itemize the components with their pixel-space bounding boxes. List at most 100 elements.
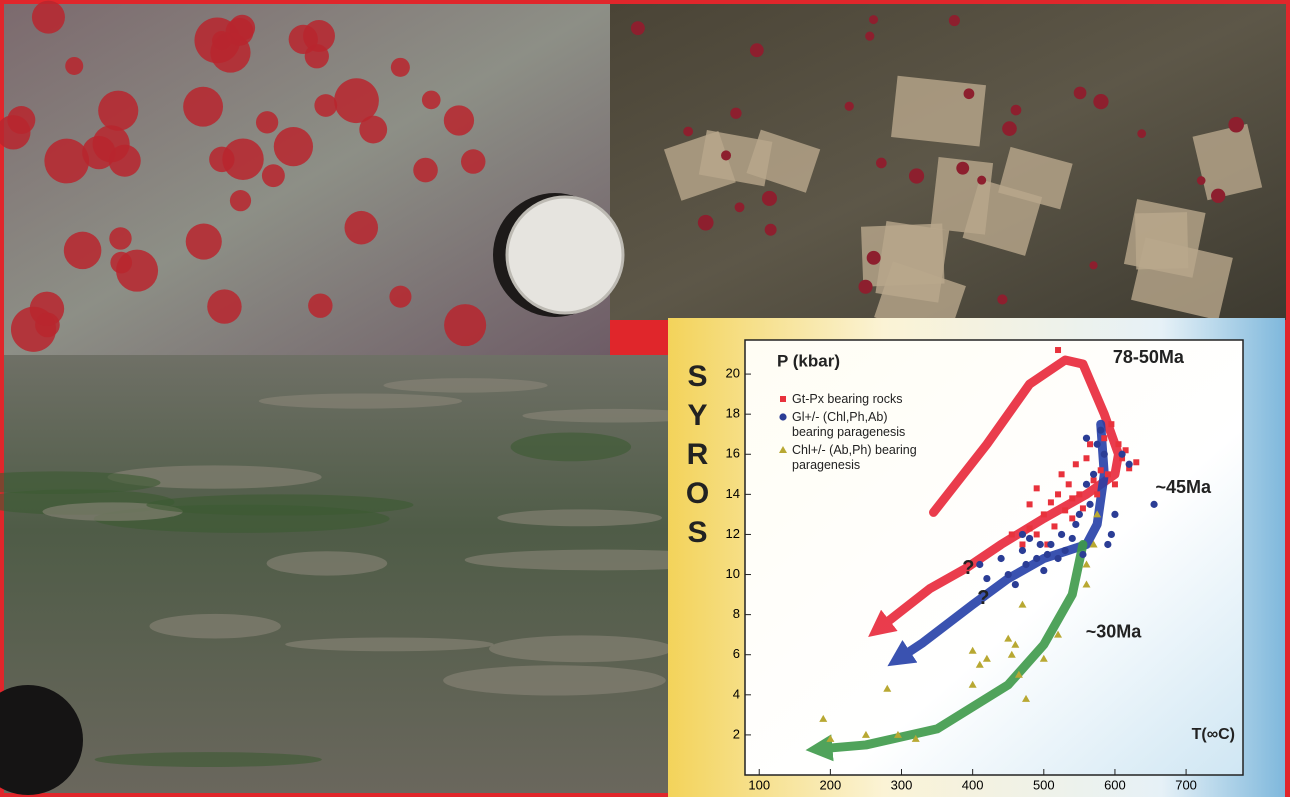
point-square — [1069, 515, 1076, 522]
garnet-small — [697, 214, 714, 231]
point-square — [1055, 347, 1062, 354]
point-square — [1097, 467, 1104, 474]
foliation — [497, 509, 662, 527]
crystal — [860, 223, 945, 287]
point-circle — [1061, 546, 1069, 555]
garnet — [314, 94, 338, 117]
garnet — [222, 138, 264, 180]
point-circle — [1043, 550, 1051, 559]
path-label: ~30Ma — [1086, 621, 1143, 641]
garnet — [225, 17, 254, 46]
point-triangle — [968, 646, 977, 654]
point-triangle — [982, 654, 991, 662]
legend-item: Gt-Px bearing rocks — [778, 392, 928, 407]
garnet — [288, 24, 318, 55]
y-tick-label: 20 — [726, 366, 740, 381]
garnet — [116, 249, 159, 292]
legend-swatch — [780, 396, 786, 402]
x-tick-label: 100 — [748, 777, 770, 792]
point-square — [1104, 471, 1111, 478]
foliation — [0, 471, 161, 495]
crystal — [663, 131, 736, 201]
y-tick-label: 6 — [733, 646, 740, 661]
point-square — [1111, 481, 1118, 488]
point-circle — [1082, 480, 1091, 488]
point-square — [1058, 471, 1065, 478]
foliation — [42, 502, 183, 521]
legend-item: Gl+/- (Chl,Ph,Ab) bearing paragenesis — [778, 410, 928, 440]
point-square — [1108, 421, 1115, 428]
garnet-small — [1010, 104, 1022, 116]
point-square — [1115, 441, 1122, 448]
garnet-small — [761, 190, 777, 206]
point-triangle — [861, 730, 870, 738]
garnet — [98, 90, 139, 131]
legend: Gt-Px bearing rocks Gl+/- (Chl,Ph,Ab) bea… — [778, 392, 928, 476]
point-triangle — [1089, 540, 1098, 548]
garnet — [273, 126, 314, 167]
point-triangle — [1082, 580, 1091, 588]
point-triangle — [893, 730, 902, 738]
point-triangle — [1093, 510, 1102, 518]
point-triangle — [911, 734, 920, 742]
point-circle — [779, 413, 787, 421]
side-title: SYROS — [681, 360, 714, 555]
garnet-small — [734, 202, 745, 213]
garnet-small — [858, 279, 873, 294]
point-triangle — [1022, 694, 1031, 702]
foliation — [258, 393, 463, 409]
point-triangle — [883, 684, 892, 692]
x-tick-label: 200 — [820, 777, 842, 792]
point-circle — [1040, 566, 1048, 575]
garnet — [209, 146, 235, 173]
point-square — [1040, 511, 1047, 518]
crystal — [746, 129, 821, 193]
garnet-small — [683, 126, 694, 137]
foliation — [443, 665, 666, 696]
path-label: 78-50Ma — [1113, 347, 1185, 367]
point-square — [1101, 435, 1108, 442]
x-tick-label: 300 — [891, 777, 913, 792]
point-square — [1062, 507, 1069, 514]
garnet — [344, 210, 379, 245]
point-triangle — [968, 680, 977, 688]
garnet — [65, 56, 84, 75]
point-circle — [1011, 580, 1019, 589]
y-tick-label: 12 — [726, 526, 740, 541]
point-circle — [1018, 530, 1027, 539]
point-circle — [1100, 450, 1108, 458]
legend-label: Chl+/- (Ab,Ph) bearing paragenesis — [792, 443, 917, 472]
point-square — [1033, 531, 1040, 538]
garnet — [443, 105, 475, 136]
x-axis-label: T(∞C) — [1192, 726, 1235, 743]
y-axis-label: P (kbar) — [777, 351, 840, 370]
foliation — [488, 635, 674, 663]
foliation — [146, 494, 414, 516]
y-tick-label: 18 — [726, 406, 740, 421]
garnet — [261, 164, 285, 188]
point-square — [1087, 441, 1094, 448]
foliation — [285, 637, 494, 652]
garnet-small — [875, 157, 887, 169]
garnet — [0, 115, 31, 150]
garnet-small — [1002, 121, 1017, 136]
point-square — [1119, 455, 1126, 462]
point-square — [1083, 455, 1090, 462]
point-circle — [1093, 440, 1101, 448]
point-circle — [1090, 470, 1098, 478]
foliation — [149, 613, 281, 639]
point-circle — [1054, 554, 1062, 563]
point-circle — [976, 560, 984, 569]
legend-label: Gl+/- (Chl,Ph,Ab) bearing paragenesis — [792, 410, 906, 439]
point-triangle — [1011, 640, 1020, 648]
crystal — [1192, 123, 1263, 201]
point-square — [1122, 447, 1129, 454]
point-square — [780, 396, 786, 402]
chart: 100 200 300 400 500 600 700 2 4 6 8 10 12 14 16 18 20 P (… — [726, 347, 1235, 793]
point-square — [1094, 491, 1101, 498]
point-circle — [1072, 520, 1080, 529]
point-square — [1133, 459, 1140, 466]
garnet-small — [977, 175, 987, 185]
point-triangle — [1082, 560, 1091, 568]
point-triangle — [826, 734, 835, 742]
